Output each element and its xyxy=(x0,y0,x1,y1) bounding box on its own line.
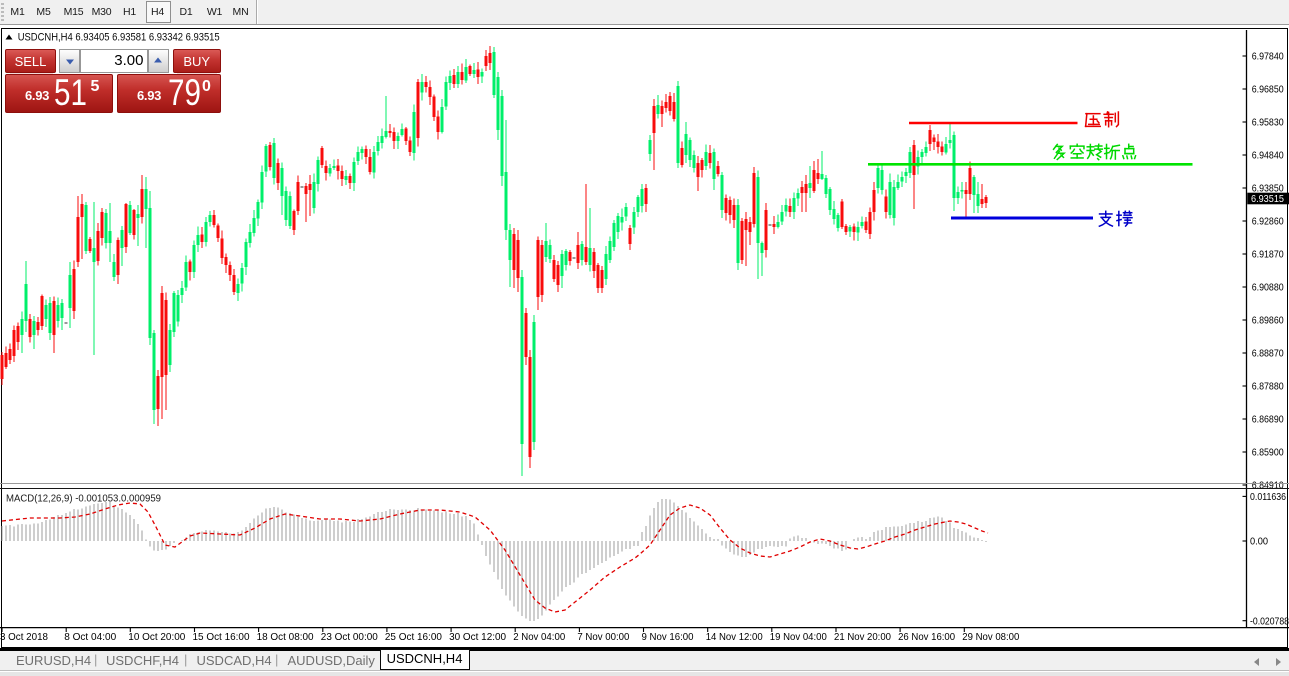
svg-text:15 Oct 16:00: 15 Oct 16:00 xyxy=(193,631,250,643)
svg-text:6.94840: 6.94840 xyxy=(1252,150,1284,162)
svg-text:25 Oct 16:00: 25 Oct 16:00 xyxy=(385,631,442,643)
svg-text:0.011636: 0.011636 xyxy=(1250,491,1286,503)
svg-text:3 Oct 2018: 3 Oct 2018 xyxy=(0,631,48,643)
svg-text:21 Nov 20:00: 21 Nov 20:00 xyxy=(834,631,891,643)
svg-text:6.90880: 6.90880 xyxy=(1252,282,1284,294)
svg-text:6.93515: 6.93515 xyxy=(1251,193,1284,205)
svg-text:29 Nov 08:00: 29 Nov 08:00 xyxy=(962,631,1019,643)
svg-text:6.97840: 6.97840 xyxy=(1252,51,1284,63)
svg-text:14 Nov 12:00: 14 Nov 12:00 xyxy=(706,631,763,643)
svg-text:6.93850: 6.93850 xyxy=(1252,183,1284,195)
svg-text:6.92860: 6.92860 xyxy=(1252,216,1284,228)
svg-text:18 Oct 08:00: 18 Oct 08:00 xyxy=(257,631,314,643)
svg-text:6.88870: 6.88870 xyxy=(1252,348,1284,360)
svg-text:23 Oct 00:00: 23 Oct 00:00 xyxy=(321,631,378,643)
svg-text:9 Nov 16:00: 9 Nov 16:00 xyxy=(642,631,694,643)
svg-text:6.85900: 6.85900 xyxy=(1252,447,1284,459)
svg-text:-0.020788: -0.020788 xyxy=(1250,615,1289,627)
svg-text:6.86890: 6.86890 xyxy=(1252,414,1284,426)
svg-text:0.00: 0.00 xyxy=(1250,536,1268,548)
svg-text:8 Oct 04:00: 8 Oct 04:00 xyxy=(64,631,116,643)
svg-text:7 Nov 00:00: 7 Nov 00:00 xyxy=(577,631,629,643)
svg-text:6.84910: 6.84910 xyxy=(1252,480,1284,492)
svg-text:10 Oct 20:00: 10 Oct 20:00 xyxy=(128,631,185,643)
svg-text:6.87880: 6.87880 xyxy=(1252,381,1284,393)
svg-text:2 Nov 04:00: 2 Nov 04:00 xyxy=(513,631,565,643)
svg-text:26 Nov 16:00: 26 Nov 16:00 xyxy=(898,631,955,643)
svg-text:6.96850: 6.96850 xyxy=(1252,84,1284,96)
svg-text:USDCNH,H4 6.93405 6.93581 6.9: USDCNH,H4 6.93405 6.93581 6.93342 6.9351… xyxy=(18,32,220,44)
svg-text:6.89860: 6.89860 xyxy=(1252,315,1284,327)
svg-text:6.95830: 6.95830 xyxy=(1252,117,1284,129)
svg-text:19 Nov 04:00: 19 Nov 04:00 xyxy=(770,631,827,643)
svg-text:30 Oct 12:00: 30 Oct 12:00 xyxy=(449,631,506,643)
svg-text:MACD(12,26,9) -0.001053.0.0009: MACD(12,26,9) -0.001053.0.000959 xyxy=(6,493,161,505)
svg-text:6.91870: 6.91870 xyxy=(1252,249,1284,261)
